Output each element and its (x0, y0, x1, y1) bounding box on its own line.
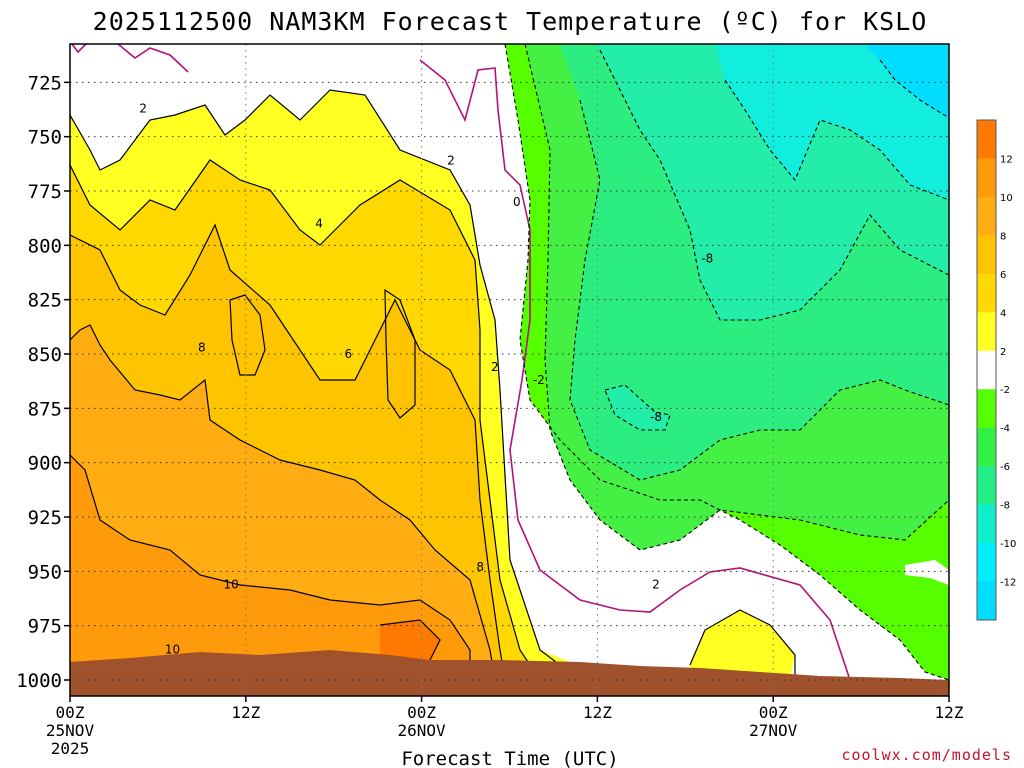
y-tick-label: 950 (28, 561, 62, 583)
colorbar-swatch (977, 466, 996, 506)
contour-plus4 (70, 159, 541, 681)
colorbar-label: -4 (1000, 424, 1010, 435)
colorbar-swatch (977, 235, 996, 275)
x-tick-label: 12Z (935, 703, 964, 722)
colorbar-label: -12 (1000, 578, 1016, 589)
colorbar: 12 10 8 6 4 2 -2 -4 -6 -8 -10 -12 (976, 119, 1016, 621)
colorbar-label: 2 (1000, 347, 1006, 358)
colorbar-label: 12 (1000, 154, 1013, 165)
contour-bubble (689, 609, 796, 680)
y-tick-label: 825 (28, 290, 62, 312)
x-tick-year: 2025 (51, 739, 90, 758)
contour-plus6-pocket (229, 294, 266, 376)
contour-label: 6 (345, 347, 353, 361)
contour-plus8 (70, 324, 496, 681)
temperature-field (70, 44, 949, 696)
y-tick-label: 1000 (16, 670, 62, 692)
colorbar-swatch (977, 273, 996, 313)
y-tick-label: 925 (28, 507, 62, 529)
contour-plus6 (70, 223, 506, 681)
x-tick-date: 26NOV (398, 721, 447, 740)
contour-minus8-pocket (604, 384, 671, 431)
x-tick-label: 12Z (231, 703, 260, 722)
fill-cold-notch (905, 560, 949, 585)
y-tick-label: 975 (28, 616, 62, 638)
contour-plus10 (70, 454, 471, 680)
fill-plus10 (70, 455, 470, 680)
contour-minus10 (724, 79, 949, 201)
contour-label: -2 (533, 373, 545, 387)
contour-zero (71, 44, 851, 681)
y-tick-label: 800 (28, 235, 62, 257)
contour-label: 4 (315, 217, 323, 231)
colorbar-label: -10 (1000, 539, 1016, 550)
x-tick-date: 25NOV (46, 721, 95, 740)
y-tick-label: 725 (28, 72, 62, 94)
y-axis-ticks: 725 750 775 800 825 850 875 900 925 950 975 1000 (16, 72, 70, 692)
contour-label: 2 (447, 154, 455, 168)
colorbar-swatch (977, 196, 996, 236)
x-tick-date: 27NOV (749, 721, 798, 740)
contour-minus4 (524, 44, 949, 551)
colorbar-swatch (977, 158, 996, 198)
colorbar-label: 6 (1000, 270, 1006, 281)
contour-label: 2 (139, 101, 147, 115)
colorbar-label: -6 (1000, 462, 1010, 473)
credit-text: coolwx.com/models (841, 746, 1012, 764)
terrain (70, 650, 949, 696)
chart-title: 2025112500 NAM3KM Forecast Temperature (… (93, 7, 928, 36)
contour-label: 2 (491, 360, 499, 374)
x-tick-label: 00Z (56, 703, 85, 722)
contour-label: 0 (513, 195, 521, 209)
contour-label: 8 (198, 340, 206, 354)
colorbar-swatch (977, 350, 996, 390)
fill-minus12 (865, 44, 949, 118)
fill-plus12 (380, 620, 440, 662)
colorbar-label: 10 (1000, 193, 1013, 204)
contour-label: 10 (224, 577, 239, 591)
colorbar-swatch (977, 504, 996, 544)
contour-label: -8 (650, 410, 662, 424)
contour-minus8 (599, 49, 949, 321)
y-tick-label: 750 (28, 127, 62, 149)
contour-minus6 (569, 99, 949, 481)
y-tick-label: 775 (28, 181, 62, 203)
x-tick-label: 12Z (583, 703, 612, 722)
y-tick-label: 850 (28, 344, 62, 366)
colorbar-label: 4 (1000, 308, 1006, 319)
contour-label: 10 (165, 643, 180, 657)
x-tick-label: 00Z (759, 703, 788, 722)
y-tick-label: 900 (28, 453, 62, 475)
y-tick-label: 875 (28, 398, 62, 420)
contour-labels: 2 2 0 4 -8 8 6 2 -2 -8 8 2 10 10 (139, 101, 713, 656)
x-axis-label: Forecast Time (UTC) (401, 748, 618, 768)
colorbar-swatch (977, 581, 996, 621)
contour-label: 8 (476, 560, 484, 574)
colorbar-label: -2 (1000, 385, 1010, 396)
x-tick-label: 00Z (407, 703, 436, 722)
plot-frame (69, 43, 950, 697)
colorbar-frame (976, 119, 997, 621)
colorbar-swatch (977, 120, 996, 159)
fill-minus10 (715, 44, 949, 200)
colorbar-swatch (977, 427, 996, 467)
colorbar-swatch (977, 312, 996, 352)
colorbar-swatch (977, 543, 996, 583)
contour-plus12 (379, 619, 441, 661)
fill-bubble-plus2 (690, 610, 795, 680)
contour-plus6-pocket2 (384, 288, 416, 419)
colorbar-swatch (977, 389, 996, 429)
colorbar-label: 8 (1000, 231, 1006, 242)
contour-minus2 (504, 44, 949, 681)
fill-minus8-pocket (605, 385, 670, 430)
contour-label: -8 (701, 251, 713, 265)
grid-lines (70, 44, 949, 696)
contour-plus2 (70, 89, 581, 681)
contour-label: 2 (652, 577, 660, 591)
colorbar-label: -8 (1000, 501, 1010, 512)
